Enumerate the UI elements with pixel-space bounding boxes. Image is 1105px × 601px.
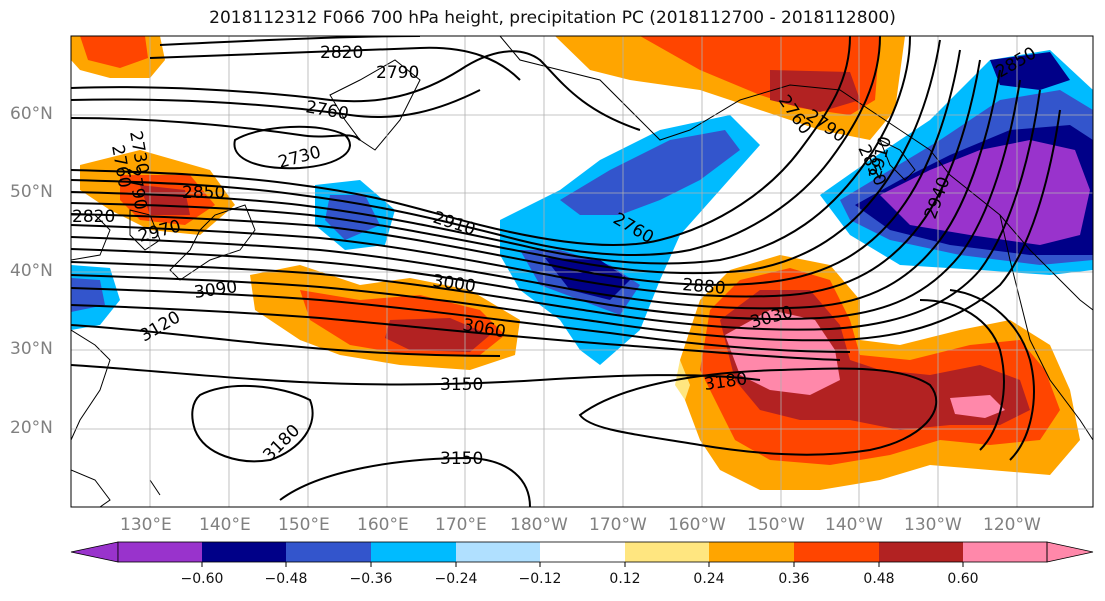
contour-2730-loop [233, 125, 351, 170]
colorbar-label-5: −0.12 [518, 571, 562, 587]
contour-label-2820-a: 2820 [72, 207, 115, 227]
map-title: 2018112312 F066 700 hPa height, precipit… [209, 8, 896, 28]
height-contours [71, 36, 1061, 507]
colorbar-bin-10 [879, 542, 963, 562]
lon-label-130w: 130°W [904, 515, 962, 535]
colorbar-label-7: 0.24 [693, 571, 725, 587]
contour-3180-west [191, 385, 314, 463]
colorbar-label-1: −0.60 [180, 571, 224, 587]
contour-h [71, 36, 911, 265]
colorbar-label-9: 0.48 [863, 571, 895, 587]
contour-g [71, 36, 881, 256]
contour-label-3150-a: 3150 [440, 375, 483, 395]
coast-canada-islands [879, 138, 916, 181]
contour-label-2880: 2880 [682, 275, 727, 299]
colorbar-label-6: 0.12 [609, 571, 641, 587]
contour-n [71, 89, 1041, 331]
colorbar-ticks [201, 562, 964, 567]
shade-cpac-pink [725, 310, 840, 395]
plot-frame [70, 35, 1094, 508]
colorbar-label-4: −0.24 [434, 571, 478, 587]
contour-label-2790-top: 2790 [376, 63, 419, 83]
lon-label-170w: 170°W [589, 515, 647, 535]
shade-left-darkblue [71, 278, 105, 312]
contour-c [71, 50, 641, 131]
colorbar-bin-7 [625, 542, 709, 562]
contour-3150-south [279, 456, 531, 507]
colorbar-bin-2 [202, 542, 286, 562]
shade-epac-purple [880, 140, 1090, 245]
shade-japan-darkred [140, 185, 190, 215]
shade-top-darkred [770, 70, 860, 112]
colorbar-bin-11 [963, 542, 1047, 562]
colorbar-bin-6 [540, 542, 625, 562]
lon-label-130e: 130°E [120, 515, 172, 535]
lon-label-140w: 140°W [825, 515, 883, 535]
lat-label-30n: 30°N [10, 339, 53, 359]
contour-r [71, 324, 501, 357]
colorbar-extend-right [1046, 541, 1094, 563]
contour-e [71, 117, 361, 141]
colorbar-frame [117, 541, 1048, 563]
precip-shading [71, 36, 1093, 490]
contour-m [71, 79, 1021, 321]
coast-na-west [999, 214, 1093, 441]
contour-b [149, 46, 521, 81]
colorbar [70, 541, 1094, 567]
contour-p [71, 287, 851, 353]
lon-label-160e: 160°E [357, 515, 409, 535]
lat-label-20n: 20°N [10, 418, 53, 438]
contour-d [71, 89, 481, 118]
coast-philippines [71, 469, 161, 507]
contour-east-loop2 [949, 289, 1035, 461]
lon-label-140e: 140°E [199, 515, 251, 535]
colorbar-bin-5 [456, 542, 540, 562]
lon-label-150w: 150°W [747, 515, 805, 535]
shade-topleft-red [80, 36, 148, 68]
colorbar-label-3: −0.36 [349, 571, 393, 587]
lat-label-40n: 40°N [10, 261, 53, 281]
contour-o [71, 109, 1061, 342]
lon-label-180w: 180°W [510, 515, 568, 535]
contour-3180-east [578, 367, 938, 456]
lat-label-50n: 50°N [10, 182, 53, 202]
lon-label-150e: 150°E [278, 515, 330, 535]
contour-label-2850-a: 2850 [182, 183, 225, 203]
contour-q [71, 304, 841, 361]
colorbar-label-8: 0.36 [778, 571, 810, 587]
shade-canada-navy [990, 52, 1070, 90]
contour-k [71, 59, 981, 298]
colorbar-bin-4 [371, 542, 456, 562]
shade-alaska-blue [560, 130, 740, 215]
contour-3150 [71, 364, 761, 386]
colorbar-extend-left [70, 541, 119, 563]
lon-label-170e: 170°E [435, 515, 487, 535]
contour-l [71, 69, 1001, 310]
contour-j [71, 49, 961, 286]
lat-label-60n: 60°N [10, 104, 53, 124]
coast-kamchatka [329, 59, 421, 151]
colorbar-label-2: −0.48 [264, 571, 308, 587]
contour-label-3150-b: 3150 [440, 449, 483, 469]
lon-label-160w: 160°W [668, 515, 726, 535]
shade-yellow-fringe [675, 360, 690, 400]
shade-cpac-pink2 [950, 395, 1005, 418]
colorbar-bin-9 [794, 542, 879, 562]
lon-label-120w: 120°W [983, 515, 1041, 535]
contour-east-loop1 [919, 299, 1005, 451]
contour-f [71, 36, 851, 246]
coast-korea [129, 209, 161, 251]
colorbar-label-10: 0.60 [947, 571, 979, 587]
colorbar-bin-3 [286, 542, 371, 562]
colorbar-bin-8 [709, 542, 794, 562]
contour-label-2820-top: 2820 [320, 43, 363, 63]
contour-i [71, 39, 941, 275]
colorbar-bin-1 [118, 542, 202, 562]
